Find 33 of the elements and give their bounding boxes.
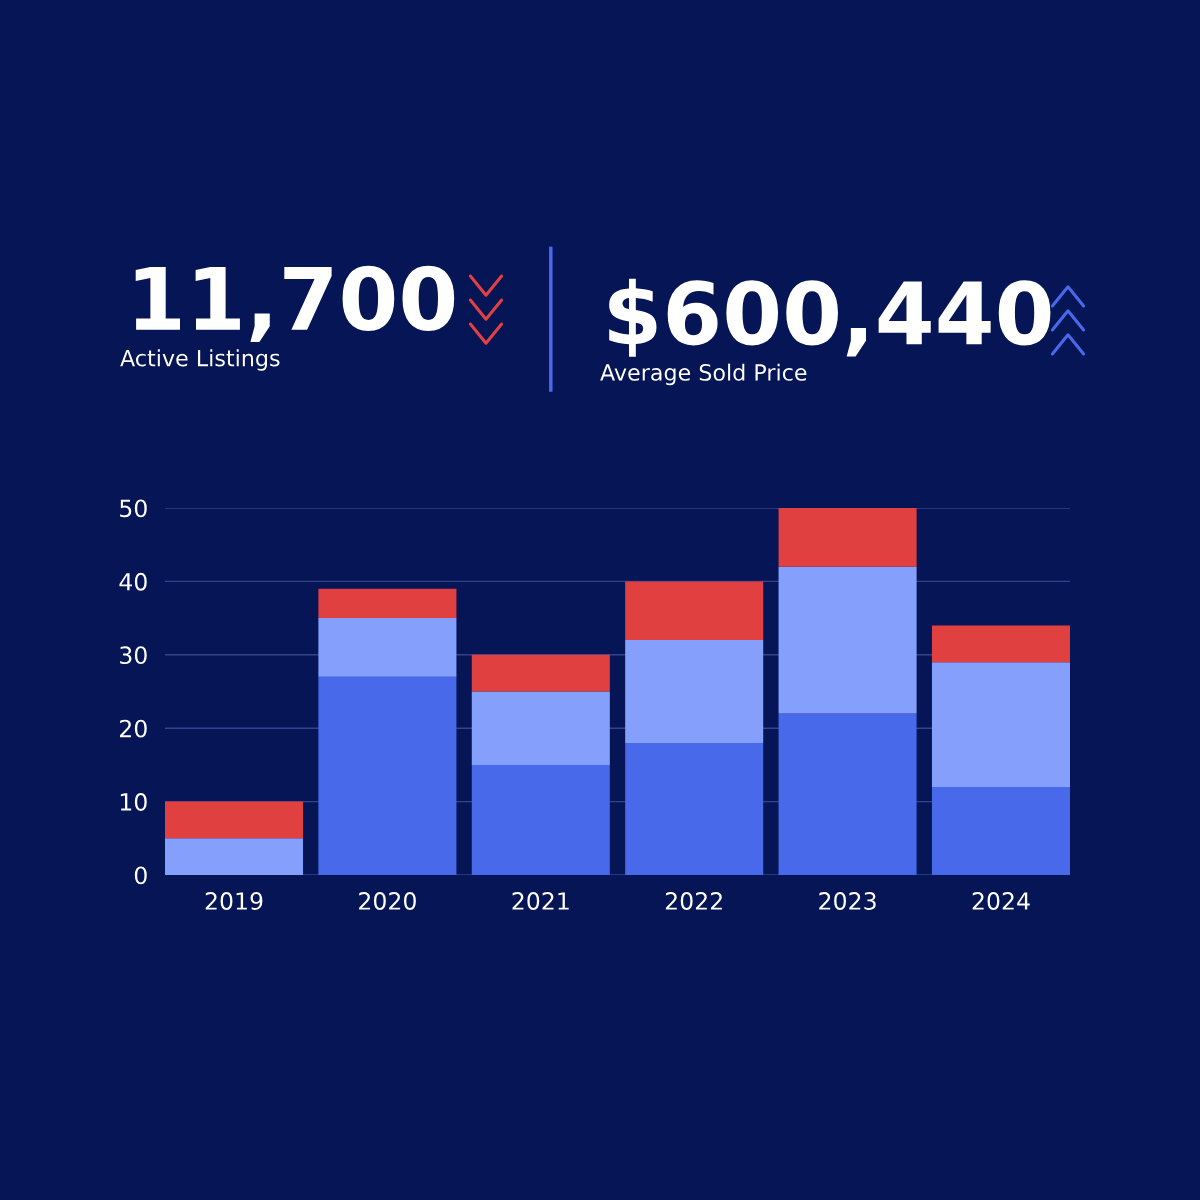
text: 11,700 bbox=[135, 265, 455, 342]
y-tick-label: 0 bbox=[134, 866, 147, 885]
bar bbox=[471, 691, 610, 765]
y-tick-label: 50 bbox=[120, 499, 147, 518]
y-tick-label: 20 bbox=[120, 719, 147, 738]
bar bbox=[625, 640, 764, 743]
y-tick-label: 10 bbox=[120, 793, 147, 811]
bar bbox=[318, 618, 457, 677]
bar bbox=[165, 838, 304, 875]
bar bbox=[778, 508, 917, 567]
bar bbox=[931, 786, 1070, 875]
x-tick-label: 2022 bbox=[665, 892, 722, 910]
bar bbox=[471, 654, 610, 692]
bar bbox=[931, 662, 1070, 787]
bar bbox=[778, 566, 917, 714]
bar bbox=[471, 764, 610, 875]
y-tick-label: 40 bbox=[119, 572, 147, 591]
text: Average Sold Price bbox=[600, 363, 807, 386]
x-tick-label: 2024 bbox=[972, 892, 1030, 910]
bar bbox=[778, 713, 917, 875]
bar bbox=[165, 801, 304, 839]
bar bbox=[625, 581, 764, 641]
x-tick-label: 2023 bbox=[819, 892, 876, 910]
bar bbox=[931, 625, 1070, 663]
text: $600,440 bbox=[609, 278, 1051, 357]
bar bbox=[318, 676, 457, 875]
x-tick-label: 2019 bbox=[205, 892, 263, 910]
x-tick-label: 2021 bbox=[512, 892, 569, 910]
bar bbox=[318, 588, 457, 619]
y-tick-label: 30 bbox=[120, 646, 147, 665]
text: Active Listings bbox=[120, 349, 280, 371]
bar bbox=[625, 742, 764, 875]
x-tick-label: 2020 bbox=[359, 892, 416, 910]
